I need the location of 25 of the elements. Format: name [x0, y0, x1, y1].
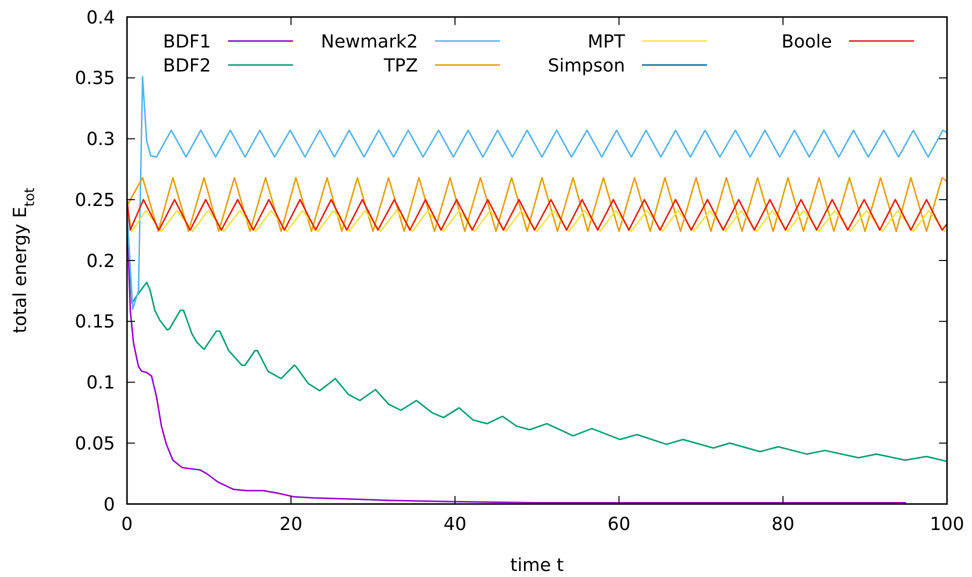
y-tick-label: 0.05	[74, 433, 115, 454]
line-series	[127, 176, 947, 232]
legend-label: MPT	[588, 31, 626, 52]
y-tick-label: 0.15	[74, 312, 115, 333]
x-axis-title: time t	[510, 555, 564, 576]
x-tick-label: 100	[930, 514, 964, 535]
x-tick-label: 60	[608, 514, 630, 535]
line-series	[127, 76, 947, 310]
legend-label: Simpson	[548, 55, 625, 76]
legend-label: Newmark2	[320, 31, 418, 52]
legend-label: BDF1	[162, 31, 211, 52]
y-tick-label: 0.3	[86, 129, 115, 150]
y-tick-label: 0.35	[74, 68, 115, 90]
legend-label: BDF2	[162, 55, 211, 76]
x-tick-label: 40	[444, 514, 466, 535]
x-tick-label: 80	[772, 514, 794, 535]
y-tick-label: 0.4	[86, 7, 115, 28]
legend-label: TPZ	[382, 55, 418, 76]
y-tick-label: 0.1	[86, 372, 115, 394]
y-tick-label: 0	[104, 494, 115, 516]
y-tick-label: 0.25	[74, 190, 115, 211]
x-tick-label: 0	[121, 514, 133, 535]
y-tick-label: 0.2	[86, 250, 115, 272]
legend-label: Boole	[782, 31, 832, 52]
x-tick-label: 20	[280, 514, 302, 535]
